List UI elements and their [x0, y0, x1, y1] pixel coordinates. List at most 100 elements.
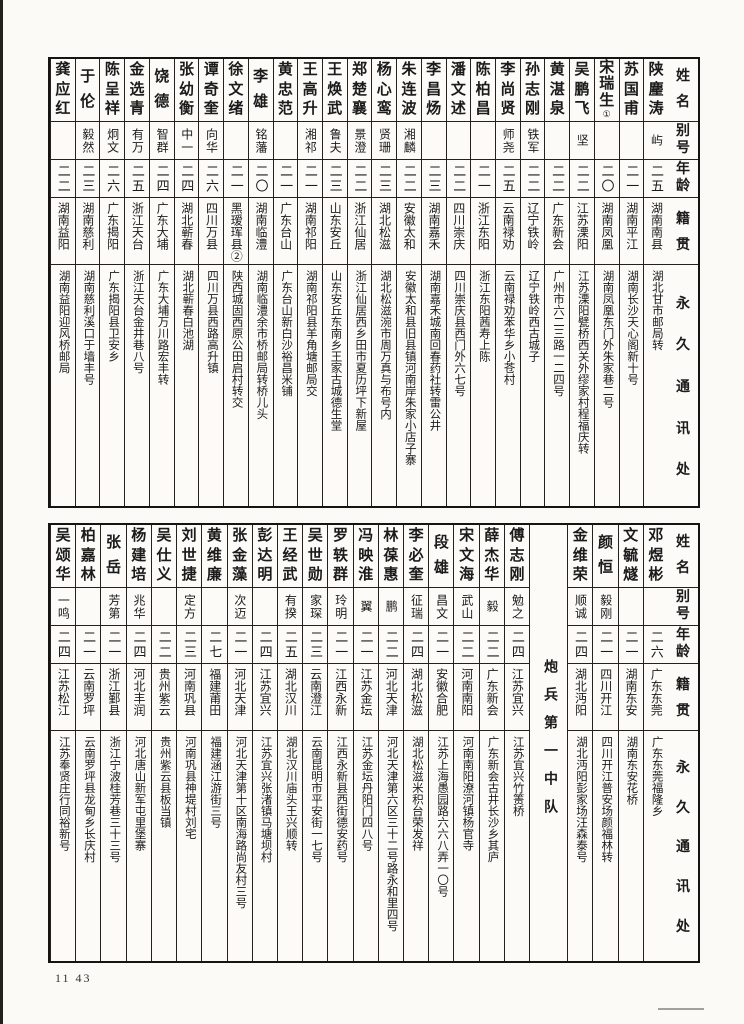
- glyph: 李: [500, 62, 516, 79]
- vertical-text: 毅刚: [598, 593, 613, 620]
- age-cell: 二一: [328, 625, 353, 663]
- vertical-text: 江苏金坛丹阳门四八号: [360, 736, 373, 851]
- vertical-text: 二一: [598, 629, 614, 660]
- vertical-text: 师尧: [501, 127, 516, 154]
- vertical-text: 河北天津第六区三十二号路永和里四号: [385, 736, 398, 932]
- char-stack: 张岳: [101, 525, 125, 587]
- age-cell: 二一: [429, 625, 454, 663]
- glyph: 王: [282, 528, 298, 545]
- glyph: 通: [676, 379, 690, 395]
- vertical-text: 智群: [155, 127, 170, 154]
- glyph: 幼: [178, 81, 194, 98]
- age-cell: 二六: [100, 159, 125, 197]
- glyph: 名: [676, 94, 690, 110]
- glyph: 号: [676, 141, 690, 156]
- char-stack: 杨建培: [127, 525, 151, 587]
- vertical-text: 二一: [278, 163, 294, 194]
- age-cell: 二二: [454, 625, 479, 663]
- vertical-text: 二四: [179, 163, 195, 194]
- entry-column: 王焕武鲁夫 二三 山东安丘 山东安丘东南乡王家古城德生堂: [321, 59, 347, 506]
- address-cell: 浙江天台金井巷八号: [125, 264, 149, 506]
- vertical-text: 河北天津: [384, 668, 399, 716]
- address-cell: 浙江仙居西乡田市夏历坪下新屋: [347, 264, 372, 506]
- entry-column: 苏国甫二一 湖南平江 湖南长沙天心阁新十号: [618, 59, 644, 506]
- vertical-text: 湖南长沙天心阁新十号: [626, 270, 639, 385]
- glyph: 轶: [332, 547, 348, 564]
- vertical-text: 浙江仙居: [352, 202, 367, 250]
- glyph: 文: [228, 81, 244, 98]
- vertical-text: 湖北松滋: [409, 668, 424, 716]
- alias-cell: 炯文: [100, 121, 125, 159]
- char-stack: 陈呈祥: [100, 59, 124, 121]
- entry-column: 朱连波湘麟 二二 安徽太和 安徽太和县旧县镇河南岸朱家小店子寨: [396, 59, 421, 506]
- glyph: 柏: [80, 528, 96, 545]
- alias-cell: 智群: [149, 121, 174, 159]
- native-place-cell: 云南罗坪: [76, 663, 101, 730]
- glyph: 刘: [181, 528, 197, 545]
- glyph: 祥: [104, 100, 120, 117]
- address-cell: 云南昆明市平安街一七号: [303, 730, 328, 961]
- address-cell: 湖南临澧余市桥邮局转桥儿头: [248, 264, 273, 506]
- vertical-text: 湖南东安花桥: [625, 736, 638, 805]
- name-cell: 黄忠范: [274, 59, 298, 121]
- name-cell: 潘文述: [447, 59, 471, 121]
- vertical-text: 湖北甘市邮局转: [650, 270, 663, 351]
- vertical-text: 四川万县西路高升镇: [205, 270, 218, 374]
- vertical-text: 江苏宜兴: [510, 668, 525, 716]
- glyph: 久: [676, 800, 690, 816]
- glyph: 张: [178, 62, 194, 79]
- native-place-cell: 辽宁铁岭: [520, 197, 545, 264]
- address-cell: 山东安丘东南乡王家古城德生堂: [322, 264, 347, 506]
- vertical-text: 二五: [500, 163, 516, 194]
- glyph: 明: [257, 566, 273, 583]
- native-place-cell: 广东揭阳: [100, 197, 125, 264]
- alias-cell: [643, 587, 668, 625]
- entry-column: 李昌炀二三 湖南嘉禾 湖南嘉禾城南回春药社转雷公井: [420, 59, 446, 506]
- char-stack: 林葆惠: [379, 525, 403, 587]
- glyph: 黄: [549, 62, 565, 79]
- char-stack: 李昌炀: [422, 59, 446, 121]
- name-cell: 颜恒: [593, 525, 617, 587]
- glyph: 鹏: [574, 81, 590, 98]
- age-cell: 二一: [227, 625, 252, 663]
- glyph: 伦: [80, 94, 96, 111]
- char-stack: 徐文绪: [224, 59, 248, 121]
- native-place-cell: 贵州紫云: [151, 663, 177, 730]
- glyph: 尚: [500, 81, 516, 98]
- vertical-text: 二六: [204, 163, 220, 194]
- header-alias-cell: 别号: [668, 121, 698, 159]
- vertical-text: 二六: [105, 163, 121, 194]
- native-place-cell: 湖南慈利: [75, 197, 100, 264]
- glyph: 鸾: [376, 100, 392, 117]
- vertical-text: 有揆: [283, 593, 298, 620]
- char-stack: 金选青: [125, 59, 149, 121]
- glyph: 刚: [525, 100, 541, 117]
- vertical-text: 云南禄劝: [501, 202, 516, 250]
- age-cell: 二三: [177, 625, 202, 663]
- vertical-text: 湖南祁阳: [303, 202, 318, 250]
- name-cell: 杨建培: [127, 525, 151, 587]
- entry-column: 谭奇奎向华 二六 四川万县 四川万县西路高升镇: [198, 59, 224, 506]
- char-stack: 宋文海: [454, 525, 478, 587]
- entry-column: 陕麈涛屿二五 湖南南县 湖北甘市邮局转: [643, 59, 668, 506]
- vertical-text: 四川崇庆: [451, 202, 466, 250]
- glyph: 淮: [358, 566, 374, 583]
- entry-column: 张金藻次迈 二一 河北天津 河北天津第十区南海路尚友村三号: [226, 525, 252, 961]
- vertical-text: 浙江鄞县: [106, 668, 121, 716]
- vertical-text: 毅然: [80, 127, 95, 154]
- char-stack: 饶德: [150, 59, 174, 121]
- age-cell: 二三: [372, 159, 397, 197]
- age-cell: 二二: [378, 625, 404, 663]
- native-place-cell: 湖南平江: [619, 197, 644, 264]
- vertical-text: 一鸣: [56, 593, 71, 620]
- vertical-text: 浙江天台: [130, 202, 145, 250]
- glyph: 饶: [154, 68, 170, 85]
- glyph: 贤: [500, 100, 516, 117]
- glyph: 陈: [475, 62, 491, 79]
- native-place-cell: 湖北松滋: [372, 197, 397, 264]
- address-cell: 湖北松滋米积台荣发祥: [404, 730, 429, 961]
- glyph: 华: [55, 566, 71, 583]
- vertical-text: 炯文: [105, 127, 120, 154]
- address-cell: 江苏宜兴张渚镇马塘坝村: [252, 730, 277, 961]
- vertical-text: 广州市六二三路一二四号: [552, 270, 565, 397]
